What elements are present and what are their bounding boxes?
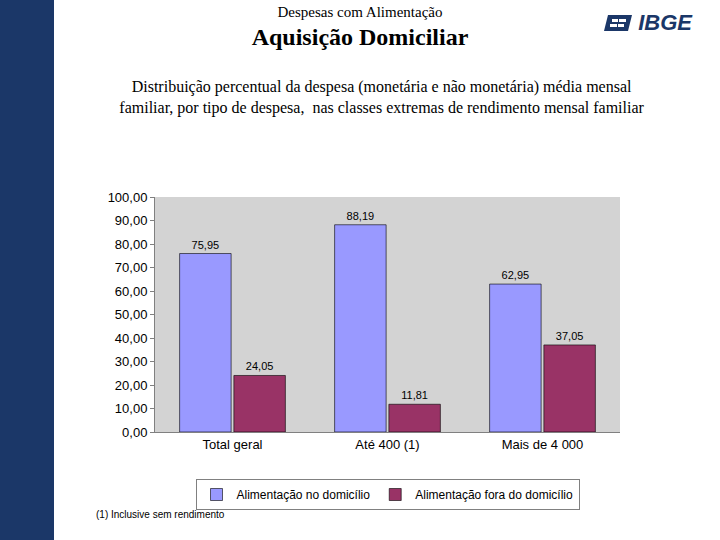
svg-text:Distribuição percentual da des: Distribuição percentual da despesa (mone… <box>119 78 644 117</box>
svg-text:10,00: 10,00 <box>115 401 148 416</box>
html-text:IBGE: IBGE <box>638 10 692 35</box>
svg-text:60,00: 60,00 <box>115 284 148 299</box>
svg-text:80,00: 80,00 <box>115 237 148 252</box>
svg-text:20,00: 20,00 <box>115 378 148 393</box>
svg-text:24,05: 24,05 <box>246 360 274 372</box>
svg-text:100,00: 100,00 <box>108 190 148 205</box>
html-text:Despesas com Alimentação: Despesas com Alimentação <box>277 4 443 20</box>
svg-text:62,95: 62,95 <box>502 269 530 281</box>
svg-text:90,00: 90,00 <box>115 213 148 228</box>
svg-text:88,19: 88,19 <box>347 210 375 222</box>
svg-text:40,00: 40,00 <box>115 331 148 346</box>
svg-text:Alimentação no domicílio: Alimentação no domicílio <box>237 488 371 502</box>
svg-text:Alimentação fora do domicílio: Alimentação fora do domicílio <box>415 488 573 502</box>
html-text:Aquisição Domiciliar: Aquisição Domiciliar <box>251 24 469 50</box>
svg-text:11,81: 11,81 <box>401 389 428 401</box>
svg-text:Total geral: Total geral <box>203 437 263 452</box>
svg-text:37,05: 37,05 <box>556 330 584 342</box>
svg-text:70,00: 70,00 <box>115 260 148 275</box>
svg-text:0,00: 0,00 <box>122 425 147 440</box>
svg-text:30,00: 30,00 <box>115 354 148 369</box>
svg-text:Até 400 (1): Até 400 (1) <box>355 437 419 452</box>
svg-text:Mais de 4 000: Mais de 4 000 <box>502 437 584 452</box>
svg-text:50,00: 50,00 <box>115 307 148 322</box>
html-text:(1) Inclusive sem rendimento: (1) Inclusive sem rendimento <box>96 509 225 520</box>
svg-text:75,95: 75,95 <box>192 239 220 251</box>
